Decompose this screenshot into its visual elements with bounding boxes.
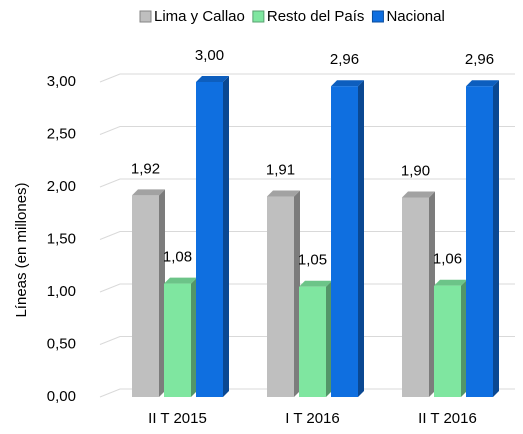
bar	[267, 190, 300, 397]
x-tick-label: II T 2015	[148, 410, 207, 427]
grid-line	[99, 178, 515, 188]
y-tick-label: 1,00	[47, 283, 76, 300]
grid-line	[99, 388, 515, 398]
value-label: 2,96	[330, 51, 359, 68]
bar-face	[466, 86, 493, 397]
value-label: 3,00	[195, 47, 224, 64]
legend-label: Resto del País	[267, 8, 365, 25]
bar-face	[223, 76, 229, 397]
bar-face	[159, 189, 165, 397]
bar-face	[196, 76, 229, 82]
bar-face	[493, 80, 499, 397]
bar	[164, 277, 197, 397]
x-tick-label: I T 2016	[285, 410, 340, 427]
y-tick-label: 1,50	[47, 230, 76, 247]
bar-face	[434, 279, 467, 286]
y-tick-label: 0,00	[47, 388, 76, 405]
value-label: 1,90	[401, 162, 430, 179]
grid-line	[99, 336, 515, 345]
bar-face	[164, 277, 197, 284]
bar-face	[331, 80, 364, 87]
y-tick-label: 2,00	[47, 178, 76, 195]
bar-face	[466, 80, 499, 87]
y-tick-label: 3,00	[47, 73, 76, 90]
bar	[299, 280, 332, 397]
x-tick-label: II T 2016	[418, 410, 477, 427]
bar	[132, 189, 165, 397]
y-tick-label: 0,50	[47, 335, 76, 352]
bar-face	[267, 190, 300, 197]
bar-face	[326, 280, 332, 397]
grid-line	[99, 283, 515, 293]
value-label: 1,08	[163, 249, 192, 266]
grid-line	[99, 231, 515, 240]
legend-swatch	[371, 10, 384, 23]
y-axis-title: Líneas (en millones)	[13, 182, 30, 317]
bar-face	[402, 191, 435, 198]
bar	[434, 279, 467, 397]
bar-face	[191, 277, 197, 397]
legend-label: Nacional	[386, 8, 444, 25]
legend-swatch	[252, 10, 265, 23]
legend-swatch	[139, 10, 152, 23]
bar-face	[434, 285, 461, 397]
bar-face	[132, 189, 165, 196]
grid-line	[99, 126, 515, 135]
bar-face	[358, 80, 364, 397]
value-label: 1,06	[433, 251, 462, 268]
bar	[331, 80, 364, 397]
value-label: 1,91	[266, 161, 295, 178]
bar-face	[132, 195, 159, 397]
value-label: 1,05	[298, 252, 327, 269]
bar-face	[196, 82, 223, 397]
bar-face	[299, 286, 326, 397]
bar-face	[164, 283, 191, 397]
bar-face	[429, 191, 435, 397]
legend-label: Lima y Callao	[154, 8, 245, 25]
bar-face	[299, 280, 332, 287]
value-label: 2,96	[465, 51, 494, 68]
bar	[466, 80, 499, 397]
bar-face	[461, 279, 467, 397]
y-tick-label: 2,50	[47, 125, 76, 142]
bar-face	[294, 190, 300, 397]
bar-face	[267, 196, 294, 397]
grid-line	[99, 73, 515, 83]
bar-face	[402, 197, 429, 397]
bar-face	[331, 86, 358, 397]
bar	[402, 191, 435, 397]
value-label: 1,92	[131, 160, 160, 177]
bar	[196, 76, 229, 397]
